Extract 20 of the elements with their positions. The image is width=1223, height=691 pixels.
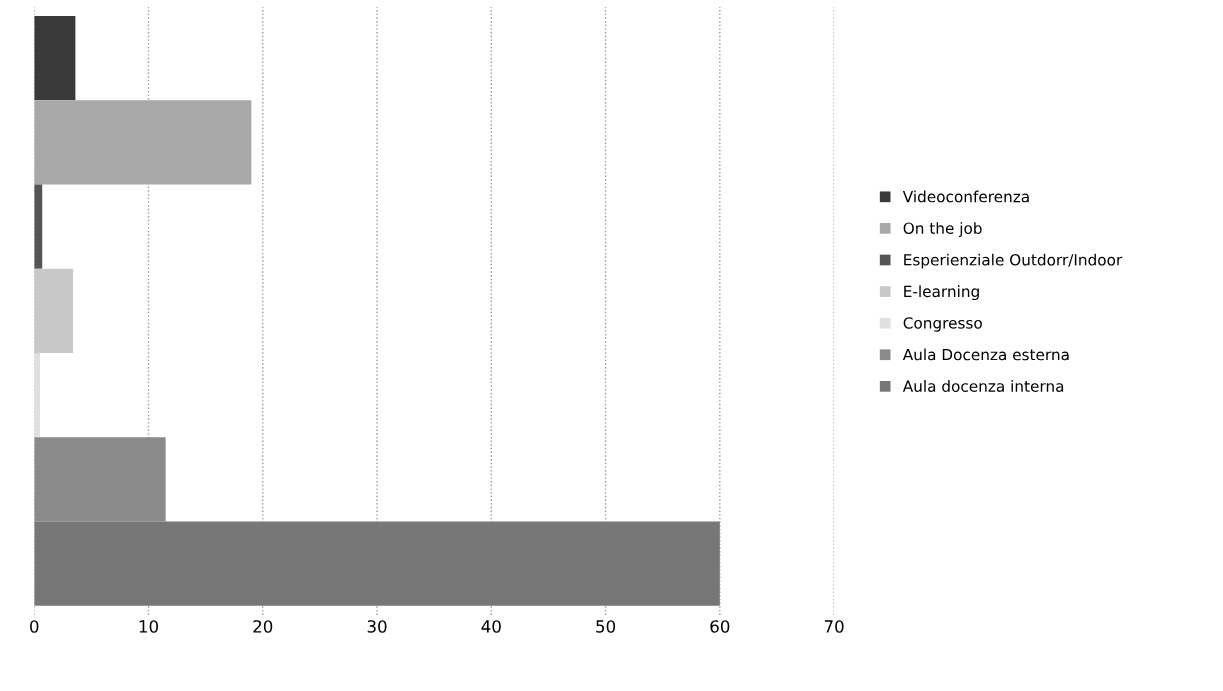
- legend-label: Aula Docenza esterna: [902, 348, 1069, 361]
- legend-label: Aula docenza interna: [902, 380, 1064, 392]
- x-tick-label: 10: [139, 620, 158, 633]
- bar: [34, 437, 166, 522]
- bar: [34, 16, 76, 101]
- legend-label: Esperienziale Outdorr/Indoor: [904, 253, 1123, 269]
- x-tick-label: 40: [481, 620, 501, 633]
- legend-label: Videoconferenza: [902, 190, 1029, 203]
- x-tick-label: 50: [596, 620, 616, 633]
- x-tick-label: 20: [253, 620, 273, 633]
- bar: [34, 268, 74, 354]
- bar: [34, 521, 720, 606]
- x-tick-label: 70: [824, 620, 844, 633]
- bar: [34, 100, 252, 185]
- legend-label: Congresso: [903, 317, 982, 332]
- legend-label: On the job: [903, 222, 982, 237]
- x-tick-label: 0: [30, 620, 39, 633]
- legend-label: E-learning: [904, 285, 979, 301]
- x-tick-label: 30: [367, 620, 387, 633]
- x-tick-label: 60: [710, 620, 730, 633]
